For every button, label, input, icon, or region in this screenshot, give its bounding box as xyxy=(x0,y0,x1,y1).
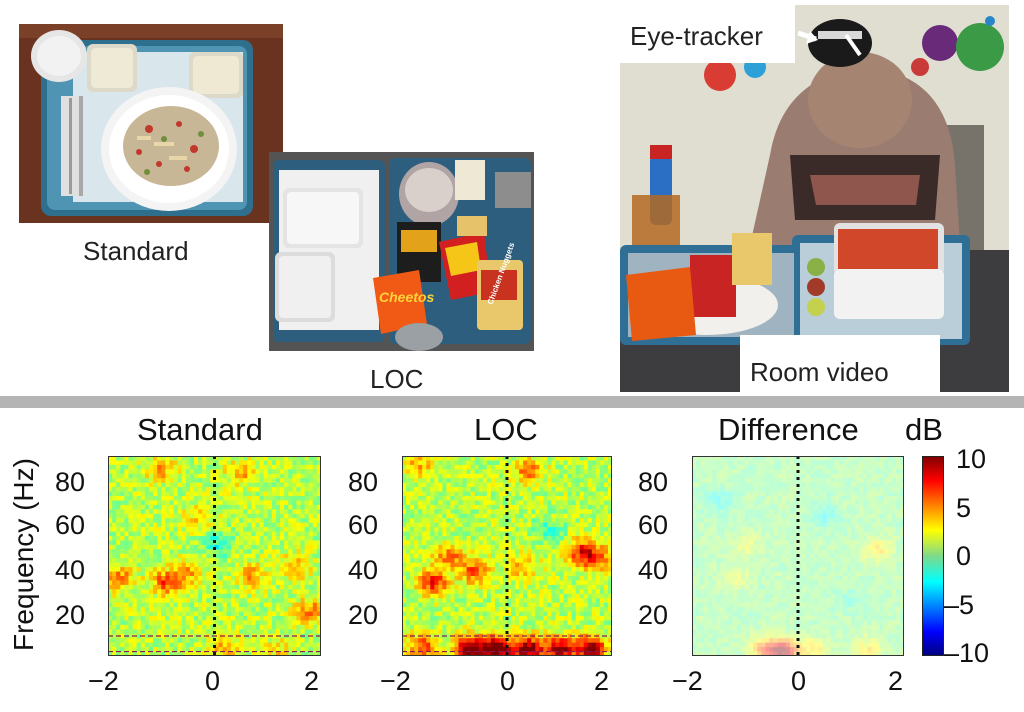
y-axis-label: Frequency (Hz) xyxy=(8,458,39,651)
x-tick: −2 xyxy=(88,666,119,696)
panel-title-loc: LOC xyxy=(474,412,538,447)
x-tick: 0 xyxy=(205,666,221,696)
colorbar-unit-label: dB xyxy=(905,412,943,447)
x-tick: 2 xyxy=(888,666,904,696)
panel-title-standard: Standard xyxy=(137,412,263,447)
heatmap-difference xyxy=(692,456,904,656)
x-tick: 2 xyxy=(594,666,610,696)
x-tick: −2 xyxy=(380,666,411,696)
y-tick: 20 xyxy=(55,600,86,630)
x-tick: 0 xyxy=(500,666,516,696)
y-tick: 80 xyxy=(55,467,86,497)
x-tick: −2 xyxy=(672,666,703,696)
y-tick: 60 xyxy=(348,510,379,540)
standard-tray-photo xyxy=(19,24,283,223)
y-tick: 60 xyxy=(638,510,669,540)
colorbar xyxy=(922,456,944,656)
x-tick: 0 xyxy=(791,666,807,696)
y-tick: 20 xyxy=(348,600,379,630)
y-tick: 40 xyxy=(55,555,86,585)
y-tick: 40 xyxy=(638,555,669,585)
heatmap-cells xyxy=(108,456,321,656)
heatmap-frame xyxy=(692,456,904,656)
heatmap-standard xyxy=(108,456,321,656)
loc-tray-photo: Cheetos Chicken Nuggets xyxy=(269,152,534,351)
loc-caption: LOC xyxy=(370,364,424,394)
heatmap-frame xyxy=(108,456,321,656)
x-tick: 2 xyxy=(304,666,320,696)
heatmap-frame xyxy=(402,456,612,656)
colorbar-tick: 0 xyxy=(956,541,972,571)
section-divider xyxy=(0,396,1024,408)
standard-caption: Standard xyxy=(83,236,189,266)
colorbar-tick: 10 xyxy=(956,444,987,474)
colorbar-tick: –5 xyxy=(944,590,975,620)
room-video-label: Room video xyxy=(750,357,889,387)
y-tick: 80 xyxy=(638,467,669,497)
heatmap-loc xyxy=(402,456,612,656)
room-photo xyxy=(620,5,1009,392)
y-tick: 20 xyxy=(638,600,669,630)
y-tick: 60 xyxy=(55,510,86,540)
heatmap-cells xyxy=(402,456,612,656)
colorbar-tick: –10 xyxy=(944,638,990,668)
colorbar-tick: 5 xyxy=(956,493,972,523)
eyetracker-label: Eye-tracker xyxy=(630,21,763,51)
y-tick: 40 xyxy=(348,555,379,585)
y-tick: 80 xyxy=(348,467,379,497)
heatmap-cells xyxy=(692,456,904,656)
bag-label: Cheetos xyxy=(379,289,434,305)
panel-title-difference: Difference xyxy=(718,412,859,447)
